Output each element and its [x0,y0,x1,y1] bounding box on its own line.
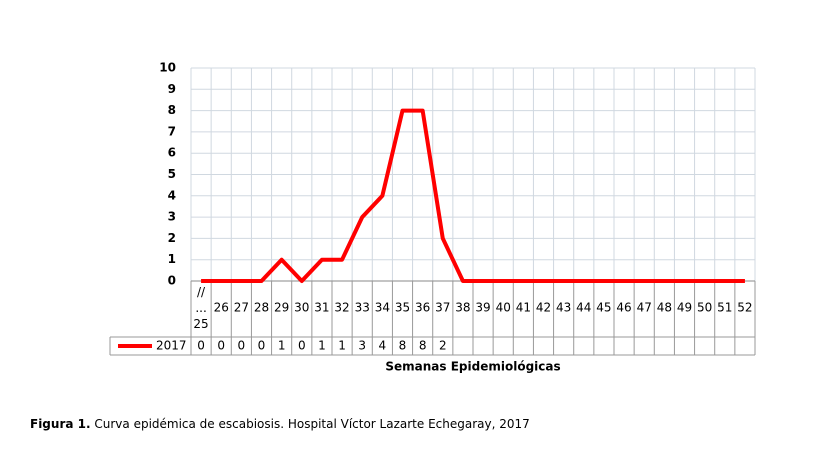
x-tick-label: 51 [717,301,732,315]
data-table-value: 3 [358,339,366,353]
data-table-value: 0 [217,339,225,353]
caption-label: Figura 1. [30,417,91,431]
x-tick-label: 26 [214,301,229,315]
y-tick-label: 0 [168,274,176,288]
y-tick-label: 5 [168,167,176,181]
x-tick-label: 52 [737,301,752,315]
x-tick-label: 37 [435,301,450,315]
data-table-value: 0 [258,339,266,353]
x-tick-label: 44 [576,301,591,315]
x-tick-label: 47 [637,301,652,315]
x-tick-label: 28 [254,301,269,315]
x-tick-label: 43 [556,301,571,315]
x-tick-label: 36 [415,301,430,315]
x-tick-label: 30 [294,301,309,315]
x-tick-label: 42 [536,301,551,315]
x-tick-label: 35 [395,301,410,315]
data-table-value: 0 [197,339,205,353]
caption: Figura 1. Curva epidémica de escabiosis.… [30,417,530,431]
x-tick-label: 33 [355,301,370,315]
y-tick-label: 6 [168,146,176,160]
legend-label: 2017 [156,339,187,353]
data-table-value: 8 [399,339,407,353]
y-tick-label: 3 [168,210,176,224]
data-table-value: 4 [379,339,387,353]
y-tick-label: 9 [168,82,176,96]
x-tick-label: 46 [616,301,631,315]
y-tick-label: 7 [168,124,176,138]
y-tick-label: 2 [168,231,176,245]
x-tick-label: 41 [516,301,531,315]
x-tick-label: 31 [314,301,329,315]
x-tick-label: 27 [234,301,249,315]
data-table-value: 1 [318,339,326,353]
data-table-value: 0 [298,339,306,353]
y-tick-label: 10 [159,61,176,75]
x-axis-title: Semanas Epidemiológicas [385,360,560,374]
data-table-value: 8 [419,339,427,353]
x-tick-label: 32 [334,301,349,315]
x-tick-label: 38 [455,301,470,315]
x-tick-label: 40 [496,301,511,315]
caption-text: Curva epidémica de escabiosis. Hospital … [94,417,529,431]
data-table-value: 0 [238,339,246,353]
x-tick-label: 29 [274,301,289,315]
x-tick-label: //... 25 [193,285,208,331]
data-table-value: 1 [338,339,346,353]
y-tick-label: 1 [168,252,176,266]
x-tick-label: 50 [697,301,712,315]
x-tick-label: 49 [677,301,692,315]
x-tick-label: 39 [475,301,490,315]
x-tick-label: 48 [657,301,672,315]
x-tick-label: 45 [596,301,611,315]
y-tick-label: 8 [168,103,176,117]
y-tick-label: 4 [168,188,176,202]
series-line [201,108,745,283]
data-table-value: 1 [278,339,286,353]
data-table-value: 2 [439,339,447,353]
x-tick-label: 34 [375,301,390,315]
